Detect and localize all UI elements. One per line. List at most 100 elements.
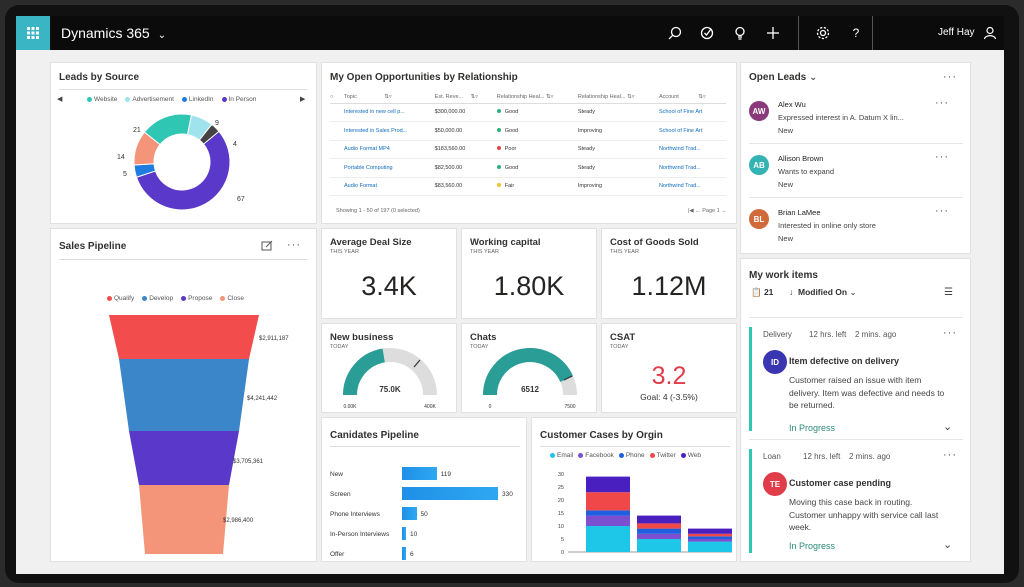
legend-next-icon[interactable]: ▶ bbox=[300, 96, 306, 103]
column-header[interactable]: Topic ⇅▿ bbox=[344, 91, 435, 104]
column-header[interactable]: Est. Reve... ⇅▿ bbox=[434, 91, 497, 104]
table-row[interactable]: Audio Format MP4 $183,560.00 Poor Steady… bbox=[330, 140, 726, 159]
legend-prev-icon[interactable]: ◀ bbox=[57, 96, 63, 103]
app-launcher-icon[interactable] bbox=[16, 16, 50, 50]
lead-list-item[interactable]: AW Alex Wu Expressed interest in A. Datu… bbox=[741, 89, 971, 143]
help-icon[interactable]: ? bbox=[847, 24, 865, 42]
app-title[interactable]: Dynamics 365 ⌄ bbox=[61, 25, 166, 41]
table-row[interactable]: Audio Format $83,560.00 Fair Improving N… bbox=[330, 177, 726, 196]
more-options-icon[interactable]: ··· bbox=[287, 239, 301, 251]
row-checkbox[interactable] bbox=[330, 121, 344, 141]
lead-list-item[interactable]: BL Brian LaMee Interested in online only… bbox=[741, 197, 971, 251]
card-title[interactable]: Open Leads ⌄ bbox=[749, 72, 818, 83]
more-options-icon[interactable]: ··· bbox=[943, 327, 957, 339]
user-name[interactable]: Jeff Hay bbox=[938, 27, 975, 38]
legend-item[interactable]: Advertisement bbox=[125, 96, 174, 103]
funnel-stage-develop[interactable] bbox=[119, 359, 249, 431]
case-bar-segment[interactable] bbox=[637, 528, 681, 534]
candidate-bar[interactable] bbox=[402, 547, 406, 560]
legend-item[interactable]: Facebook bbox=[578, 452, 614, 459]
work-item-title[interactable]: Item defective on delivery bbox=[789, 356, 900, 366]
account-link[interactable]: Northwind Trad... bbox=[658, 158, 726, 178]
topic-link[interactable]: Audio Format bbox=[344, 177, 435, 196]
account-link[interactable]: Northwind Trad... bbox=[658, 177, 726, 196]
legend-item[interactable]: Develop bbox=[142, 295, 173, 302]
topic-link[interactable]: Portable Computing bbox=[344, 158, 435, 178]
funnel-stage-close[interactable] bbox=[139, 485, 229, 554]
topic-link[interactable]: Interested in new cell p... bbox=[344, 103, 435, 122]
case-bar-segment[interactable] bbox=[688, 528, 732, 534]
row-checkbox[interactable] bbox=[330, 158, 344, 178]
pagination[interactable]: |◀ ← Page 1 → bbox=[688, 208, 727, 214]
case-bar-segment[interactable] bbox=[637, 533, 681, 539]
table-row[interactable]: Portable Computing $82,500.00 Good Stead… bbox=[330, 158, 726, 178]
lightbulb-icon[interactable] bbox=[731, 24, 749, 42]
funnel-stage-propose[interactable] bbox=[129, 431, 239, 485]
account-link[interactable]: Northwind Trad... bbox=[658, 140, 726, 159]
legend-item[interactable]: Website bbox=[87, 96, 117, 103]
csat-card[interactable]: CSAT TODAY 3.2 Goal: 4 (-3.5%) bbox=[601, 323, 737, 413]
legend-item[interactable]: Phone bbox=[618, 452, 645, 459]
topic-link[interactable]: Interested in Sales Prod... bbox=[344, 121, 435, 141]
case-bar-segment[interactable] bbox=[586, 476, 630, 493]
more-options-icon[interactable]: ··· bbox=[935, 97, 949, 109]
case-bar-segment[interactable] bbox=[688, 541, 732, 552]
table-row[interactable]: Interested in Sales Prod... $50,000.00 G… bbox=[330, 121, 726, 141]
column-header[interactable]: Relationship Heal... ⇅▿ bbox=[577, 91, 659, 104]
account-link[interactable]: School of Fine Art bbox=[658, 121, 726, 141]
gauge-new-business[interactable]: New business TODAY 75.0K 0.00K 400K bbox=[321, 323, 457, 413]
candidate-bar[interactable] bbox=[402, 467, 437, 480]
legend-item[interactable]: In Person bbox=[221, 96, 256, 103]
kpi-working-capital[interactable]: Working capital THIS YEAR 1.80K bbox=[461, 228, 597, 319]
row-checkbox[interactable] bbox=[330, 140, 344, 159]
list-options-icon[interactable]: ☰ bbox=[944, 287, 953, 298]
expand-icon[interactable] bbox=[261, 240, 273, 252]
account-link[interactable]: School of Fine Art bbox=[658, 103, 726, 122]
more-options-icon[interactable]: ··· bbox=[935, 151, 949, 163]
funnel-stage-qualify[interactable] bbox=[109, 315, 259, 359]
expand-chevron-icon[interactable]: ⌄ bbox=[943, 421, 953, 433]
select-all-checkbox[interactable]: ○ bbox=[330, 91, 344, 104]
donut-slice[interactable] bbox=[135, 130, 231, 211]
work-item-title[interactable]: Customer case pending bbox=[789, 478, 892, 488]
work-item-card[interactable]: Loan 12 hrs. left 2 mins. ago ··· TE Cus… bbox=[741, 439, 972, 557]
task-icon[interactable] bbox=[698, 24, 716, 42]
column-header[interactable]: Account ⇅▿ bbox=[658, 91, 726, 104]
case-bar-segment[interactable] bbox=[688, 536, 732, 539]
column-header[interactable]: Relationship Heal... ⇅▿ bbox=[496, 91, 578, 104]
search-icon[interactable] bbox=[666, 24, 684, 42]
expand-chevron-icon[interactable]: ⌄ bbox=[943, 539, 953, 551]
topic-link[interactable]: Audio Format MP4 bbox=[344, 140, 435, 159]
table-row[interactable]: Interested in new cell p... $300,000.00 … bbox=[330, 103, 726, 122]
user-profile-icon[interactable] bbox=[981, 24, 999, 42]
row-checkbox[interactable] bbox=[330, 103, 344, 122]
case-bar-segment[interactable] bbox=[688, 533, 732, 537]
case-bar-segment[interactable] bbox=[637, 515, 681, 524]
work-item-card[interactable]: Delivery 12 hrs. left 2 mins. ago ··· ID… bbox=[741, 317, 972, 435]
legend-item[interactable]: Close bbox=[220, 295, 244, 302]
case-bar-segment[interactable] bbox=[586, 492, 630, 511]
kpi-average-deal-size[interactable]: Average Deal Size THIS YEAR 3.4K bbox=[321, 228, 457, 319]
case-bar-segment[interactable] bbox=[586, 510, 630, 516]
gauge-chats[interactable]: Chats TODAY 6512 0 7500 bbox=[461, 323, 597, 413]
more-options-icon[interactable]: ··· bbox=[943, 449, 957, 461]
legend-item[interactable]: Email bbox=[550, 452, 573, 459]
plus-icon[interactable] bbox=[764, 24, 782, 42]
row-checkbox[interactable] bbox=[330, 177, 344, 196]
lead-list-item[interactable]: AB Allison Brown Wants to expand New ··· bbox=[741, 143, 971, 197]
more-options-icon[interactable]: ··· bbox=[935, 205, 949, 217]
case-bar-segment[interactable] bbox=[586, 515, 630, 526]
donut-slice[interactable] bbox=[133, 131, 161, 166]
legend-item[interactable]: Qualify bbox=[107, 295, 134, 302]
candidate-bar[interactable] bbox=[402, 487, 498, 500]
settings-gear-icon[interactable] bbox=[814, 24, 832, 42]
legend-item[interactable]: Propose bbox=[181, 295, 212, 302]
case-bar-segment[interactable] bbox=[637, 523, 681, 529]
sort-dropdown[interactable]: ↓ Modified On ⌄ bbox=[789, 287, 857, 297]
case-bar-segment[interactable] bbox=[688, 539, 732, 542]
legend-item[interactable]: LinkedIn bbox=[181, 96, 214, 103]
legend-item[interactable]: Web bbox=[680, 452, 701, 459]
case-bar-segment[interactable] bbox=[637, 539, 681, 552]
candidate-bar[interactable] bbox=[402, 507, 417, 520]
case-bar-segment[interactable] bbox=[586, 526, 630, 552]
